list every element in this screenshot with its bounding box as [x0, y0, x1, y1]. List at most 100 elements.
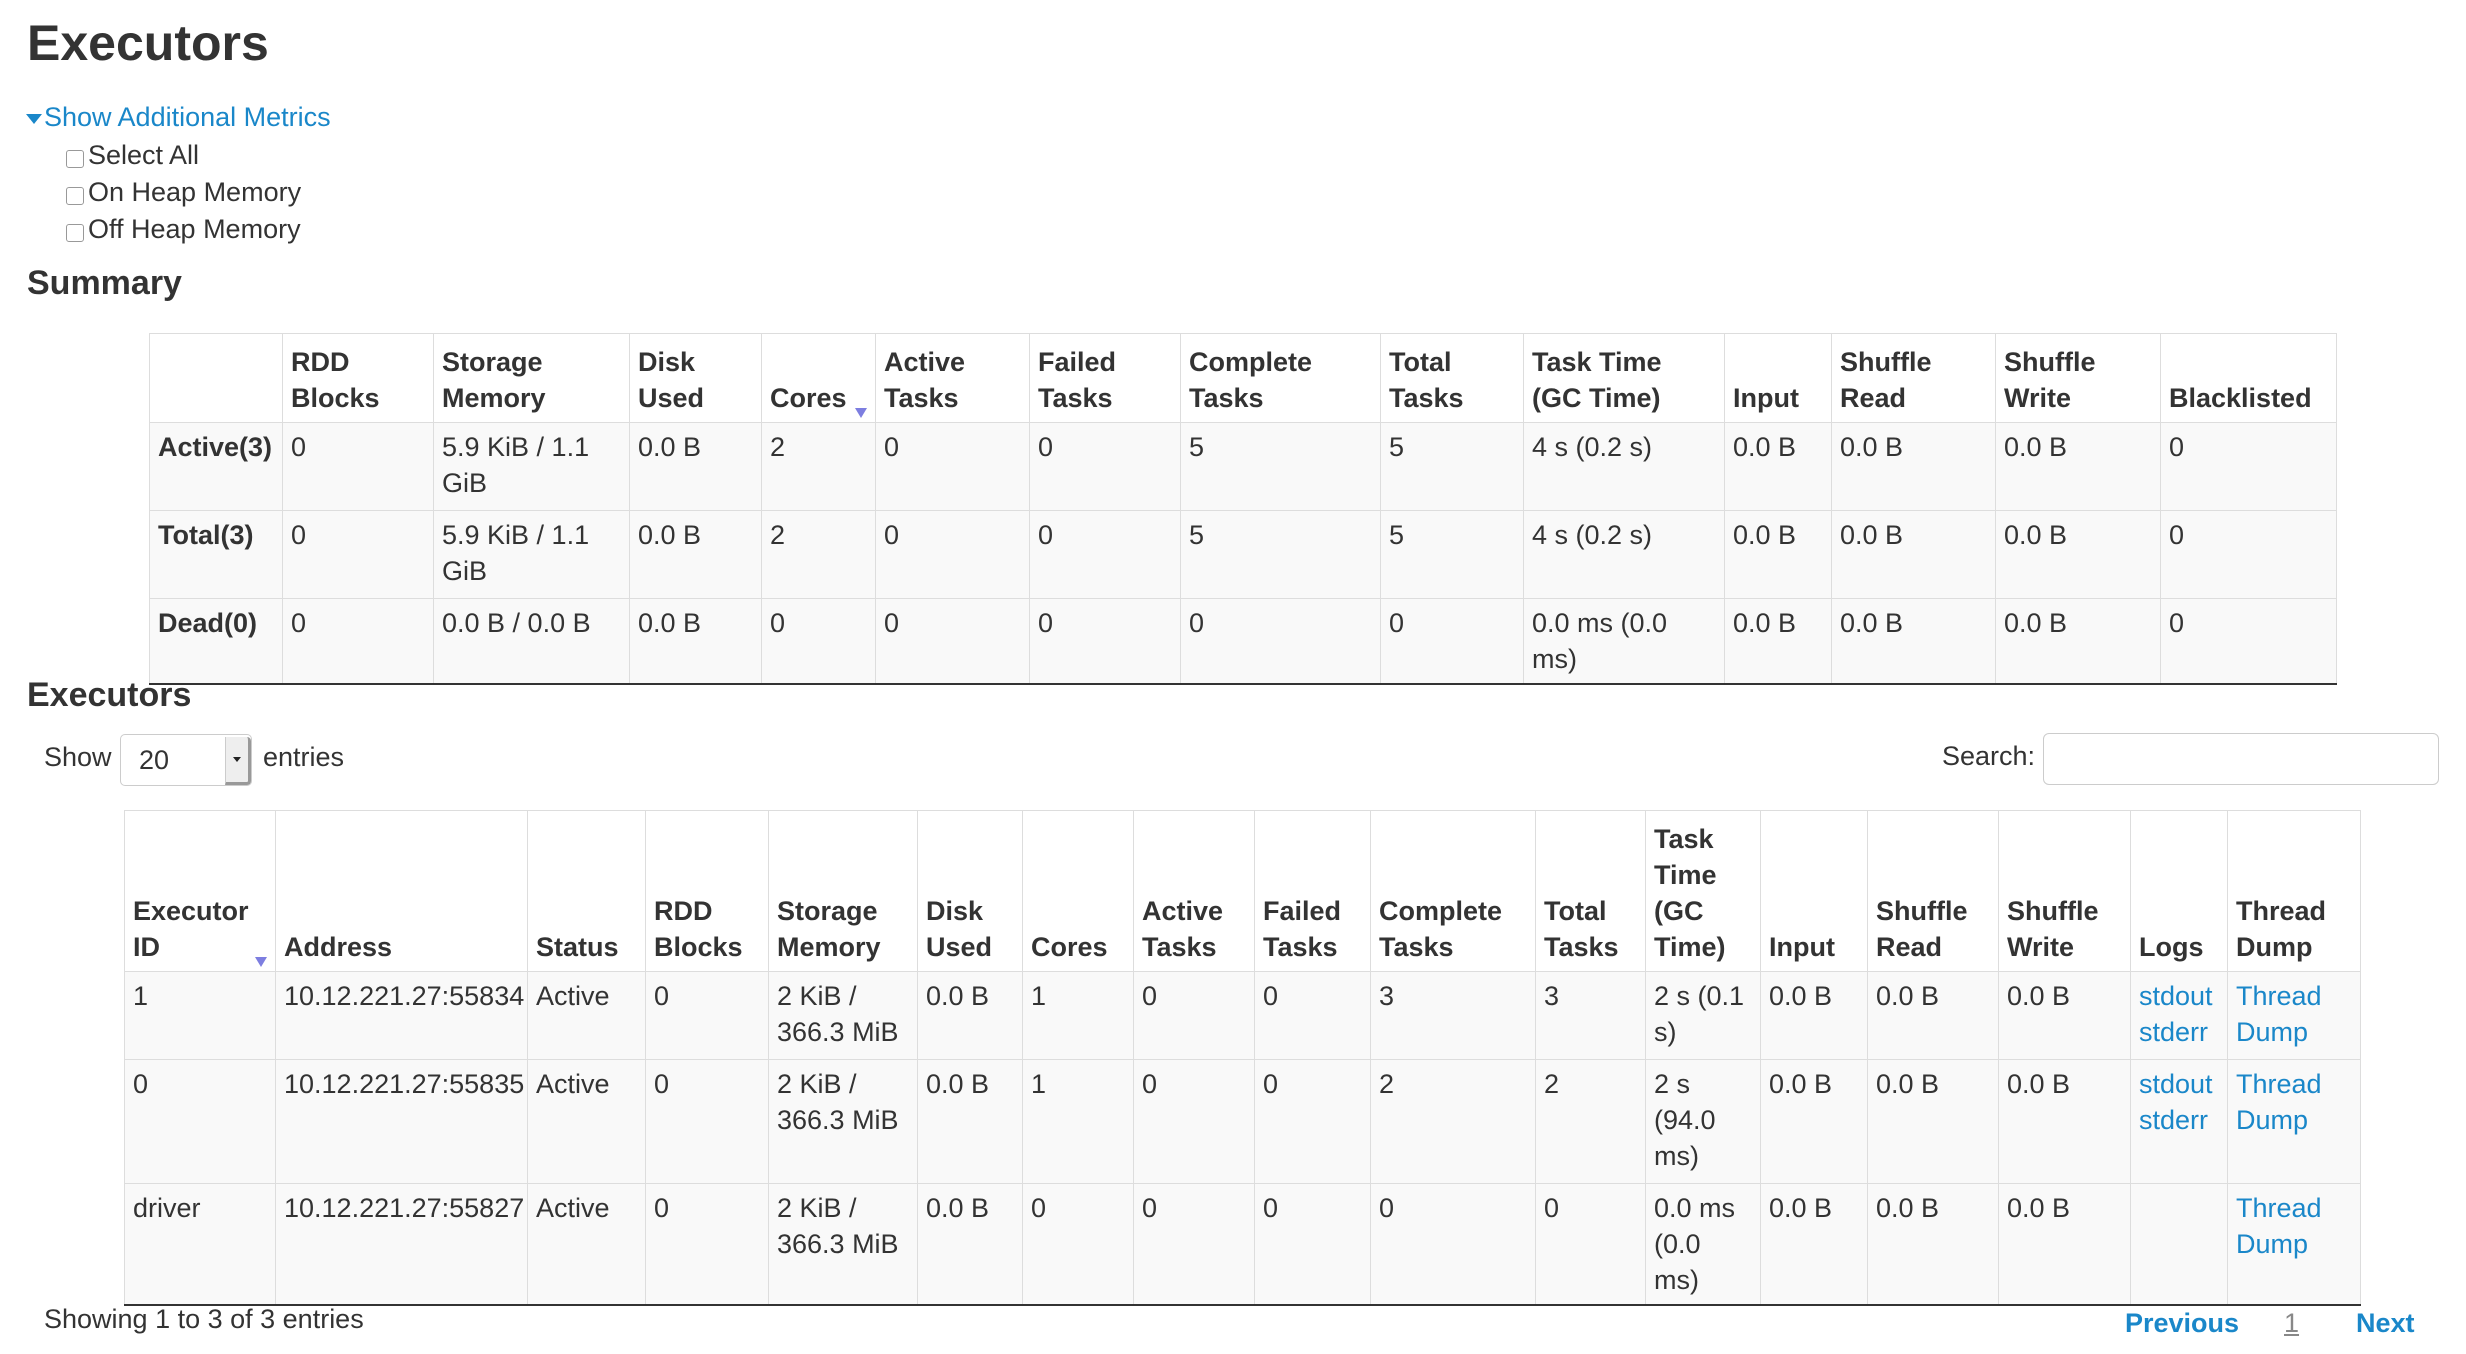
column-header-thread-dump[interactable]: Thread Dump: [2227, 810, 2361, 972]
executor-cell-complete-tasks: 3: [1370, 971, 1536, 1060]
summary-cell: 0.0 B: [1831, 598, 1996, 685]
column-header-total-tasks[interactable]: Total Tasks: [1380, 333, 1524, 423]
thread-dump-cell: Thread Dump: [2227, 1183, 2361, 1306]
summary-cell: 0.0 ms (0.0 ms): [1523, 598, 1725, 685]
column-header-complete-tasks[interactable]: Complete Tasks: [1370, 810, 1536, 972]
executor-cell-total-tasks: 3: [1535, 971, 1646, 1060]
row-label: Dead(0): [149, 598, 283, 685]
column-header-failed-tasks[interactable]: Failed Tasks: [1029, 333, 1181, 423]
column-header-shuffle-write[interactable]: Shuffle Write: [1998, 810, 2131, 972]
column-header-status[interactable]: Status: [527, 810, 646, 972]
column-header-cores[interactable]: Cores: [1022, 810, 1134, 972]
executor-row: 1 10.12.221.27:55834 Active 0 2 KiB / 366.3 …: [124, 971, 2361, 1060]
row-label: Total(3): [149, 510, 283, 599]
executor-cell-complete-tasks: 2: [1370, 1059, 1536, 1184]
executor-cell-complete-tasks: 0: [1370, 1183, 1536, 1306]
column-header-input[interactable]: Input: [1760, 810, 1868, 972]
column-header-input[interactable]: Input: [1724, 333, 1832, 423]
thread-dump-link[interactable]: Thread Dump: [2236, 981, 2322, 1047]
executor-cell-failed-tasks: 0: [1254, 1183, 1371, 1306]
summary-cell: 4 s (0.2 s): [1523, 510, 1725, 599]
checkbox-label: Off Heap Memory: [88, 214, 301, 244]
thread-dump-link[interactable]: Thread Dump: [2236, 1069, 2322, 1135]
summary-cell: 0: [761, 598, 876, 685]
executor-cell-cores: 0: [1022, 1183, 1134, 1306]
summary-cell: 0.0 B / 0.0 B: [433, 598, 630, 685]
summary-heading: Summary: [27, 264, 182, 302]
summary-cell: 0.0 B: [1724, 422, 1832, 511]
column-header-logs[interactable]: Logs: [2130, 810, 2228, 972]
column-header-blank[interactable]: [149, 333, 283, 423]
executor-cell-total-tasks: 0: [1535, 1183, 1646, 1306]
show-additional-metrics-toggle[interactable]: Show Additional Metrics: [26, 102, 331, 133]
thread-dump-link[interactable]: Thread Dump: [2236, 1193, 2322, 1259]
summary-cell: 2: [761, 422, 876, 511]
executor-cell-task-time-gc-time: 2 s (94.0 ms): [1645, 1059, 1761, 1184]
column-header-cores[interactable]: Cores: [761, 333, 876, 423]
summary-cell: 2: [761, 510, 876, 599]
search-label: Search:: [1942, 741, 2036, 771]
column-header-complete-tasks[interactable]: Complete Tasks: [1180, 333, 1381, 423]
next-page-button[interactable]: Next: [2356, 1308, 2415, 1338]
column-header-shuffle-read[interactable]: Shuffle Read: [1831, 333, 1996, 423]
select-all-checkbox[interactable]: Select All: [66, 140, 199, 171]
executor-cell-executor-id: 1: [124, 971, 276, 1060]
entries-label: entries: [263, 742, 345, 772]
executor-cell-task-time-gc-time: 0.0 ms (0.0 ms): [1645, 1183, 1761, 1306]
logs-cell: [2130, 1183, 2228, 1306]
summary-cell: 5.9 KiB / 1.1 GiB: [433, 422, 630, 511]
column-header-disk-used[interactable]: Disk Used: [629, 333, 762, 423]
executor-cell-executor-id: driver: [124, 1183, 276, 1306]
column-header-blacklisted[interactable]: Blacklisted: [2160, 333, 2337, 423]
executor-cell-cores: 1: [1022, 971, 1134, 1060]
stderr-link[interactable]: stderr: [2139, 1105, 2209, 1135]
executor-cell-input: 0.0 B: [1760, 1059, 1868, 1184]
executor-cell-disk-used: 0.0 B: [917, 1183, 1023, 1306]
column-header-storage-memory[interactable]: Storage Memory: [433, 333, 630, 423]
executor-cell-storage-memory: 2 KiB / 366.3 MiB: [768, 1183, 918, 1306]
column-header-rdd-blocks[interactable]: RDD Blocks: [645, 810, 769, 972]
column-header-task-time-gc-time[interactable]: Task Time (GC Time): [1645, 810, 1761, 972]
executor-cell-rdd-blocks: 0: [645, 1059, 769, 1184]
checkbox-icon[interactable]: [66, 186, 84, 205]
summary-cell: 0: [875, 598, 1030, 685]
column-header-storage-memory[interactable]: Storage Memory: [768, 810, 918, 972]
column-header-active-tasks[interactable]: Active Tasks: [1133, 810, 1255, 972]
column-header-executor-id[interactable]: Executor ID: [124, 810, 276, 972]
off-heap-memory-checkbox[interactable]: Off Heap Memory: [66, 214, 301, 245]
summary-cell: 0: [1029, 598, 1181, 685]
executor-cell-address: 10.12.221.27:55835: [275, 1059, 528, 1184]
column-header-total-tasks[interactable]: Total Tasks: [1535, 810, 1646, 972]
search-input[interactable]: [2043, 733, 2439, 785]
executor-cell-rdd-blocks: 0: [645, 1183, 769, 1306]
column-header-rdd-blocks[interactable]: RDD Blocks: [282, 333, 434, 423]
column-header-failed-tasks[interactable]: Failed Tasks: [1254, 810, 1371, 972]
page-1-button[interactable]: 1: [2284, 1308, 2300, 1338]
page-size-select[interactable]: 20: [120, 734, 252, 786]
executors-heading: Executors: [27, 676, 192, 714]
checkbox-label: On Heap Memory: [88, 177, 302, 207]
stdout-link[interactable]: stdout: [2139, 1069, 2213, 1099]
column-header-active-tasks[interactable]: Active Tasks: [875, 333, 1030, 423]
summary-cell: 0: [282, 422, 434, 511]
executor-cell-active-tasks: 0: [1133, 971, 1255, 1060]
executor-cell-executor-id: 0: [124, 1059, 276, 1184]
thread-dump-cell: Thread Dump: [2227, 1059, 2361, 1184]
summary-cell: 5.9 KiB / 1.1 GiB: [433, 510, 630, 599]
chevron-down-icon[interactable]: [225, 737, 251, 785]
previous-page-button[interactable]: Previous: [2125, 1308, 2240, 1338]
column-header-disk-used[interactable]: Disk Used: [917, 810, 1023, 972]
summary-cell: 0.0 B: [1995, 510, 2161, 599]
on-heap-memory-checkbox[interactable]: On Heap Memory: [66, 177, 301, 208]
checkbox-icon[interactable]: [66, 223, 84, 242]
logs-cell: stdout stderr: [2130, 971, 2228, 1060]
checkbox-icon[interactable]: [66, 149, 84, 168]
executor-cell-rdd-blocks: 0: [645, 971, 769, 1060]
summary-cell: 0: [2160, 598, 2337, 685]
stdout-link[interactable]: stdout: [2139, 981, 2213, 1011]
column-header-shuffle-read[interactable]: Shuffle Read: [1867, 810, 1999, 972]
column-header-task-time-gc-time[interactable]: Task Time (GC Time): [1523, 333, 1725, 423]
column-header-address[interactable]: Address: [275, 810, 528, 972]
stderr-link[interactable]: stderr: [2139, 1017, 2209, 1047]
column-header-shuffle-write[interactable]: Shuffle Write: [1995, 333, 2161, 423]
